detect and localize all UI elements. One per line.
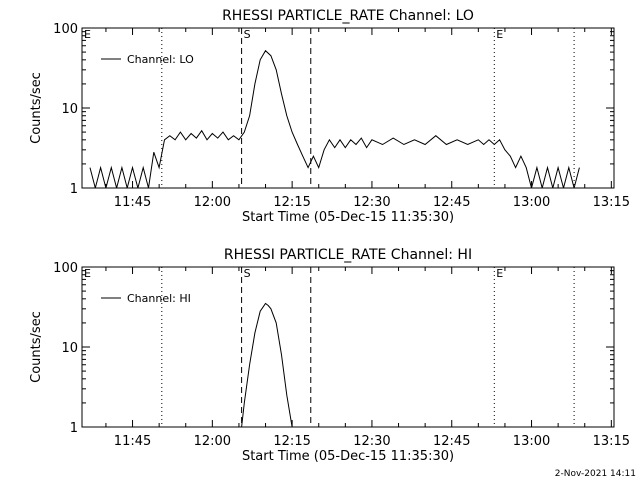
- c0.x-tick-label: 12:30: [353, 195, 390, 210]
- c0.time-marker-label: E: [84, 28, 91, 41]
- c0.y-tick-label: 10: [61, 102, 78, 117]
- c0.chart-title: RHESSI PARTICLE_RATE Channel: LO: [222, 8, 474, 24]
- c1.x-tick-label: 13:15: [593, 434, 630, 449]
- c1.x-tick-label: 12:30: [353, 434, 390, 449]
- c0.series-line: [89, 49, 580, 188]
- c1.time-marker-label: S: [244, 267, 251, 280]
- c0.x-axis-label: Start Time (05-Dec-15 11:35:30): [242, 210, 454, 225]
- c1.x-tick-label: 12:00: [194, 434, 231, 449]
- c1.y-tick-label: 100: [53, 261, 78, 276]
- c0.time-marker-label: E: [496, 28, 503, 41]
- c1.x-tick-label: 13:00: [513, 434, 550, 449]
- c1.y-axis-label: Counts/sec: [29, 311, 44, 383]
- c0.x-tick-label: 11:45: [114, 195, 151, 210]
- footer-timestamp: 2-Nov-2021 14:11: [555, 469, 636, 479]
- c1.x-axis-label: Start Time (05-Dec-15 11:35:30): [242, 449, 454, 464]
- c1.x-tick-label: 11:45: [114, 434, 151, 449]
- c0.x-tick-label: 12:15: [273, 195, 310, 210]
- c0.x-tick-label: 13:15: [593, 195, 630, 210]
- c0.y-tick-label: 1: [70, 182, 78, 197]
- c0.x-tick-label: 12:45: [433, 195, 470, 210]
- c1.x-tick-label: 12:15: [273, 434, 310, 449]
- c0.x-tick-label: 12:00: [194, 195, 231, 210]
- c0.time-marker-label: S: [244, 28, 251, 41]
- c0.x-tick-label: 13:00: [513, 195, 550, 210]
- chart-panel-hi: RHESSI PARTICLE_RATE Channel: HI 11:45 12:…: [29, 247, 630, 464]
- c1.y-tick-label: 1: [70, 421, 78, 436]
- c1.time-marker-label: E: [496, 267, 503, 280]
- c0.y-tick-label: 100: [53, 22, 78, 37]
- c1.x-tick-label: 12:45: [433, 434, 470, 449]
- c0.y-axis-label: Counts/sec: [29, 72, 44, 144]
- c0.legend-entry: Channel: LO: [127, 53, 194, 66]
- c1.legend-entry: Channel: HI: [127, 292, 191, 305]
- c1.series-line: [241, 302, 293, 427]
- c1.time-marker-label: E: [84, 267, 91, 280]
- c1.chart-title: RHESSI PARTICLE_RATE Channel: HI: [224, 247, 472, 263]
- c1.y-tick-label: 10: [61, 341, 78, 356]
- chart-panel-lo: RHESSI PARTICLE_RATE Channel: LO 11:45 12:…: [29, 8, 630, 225]
